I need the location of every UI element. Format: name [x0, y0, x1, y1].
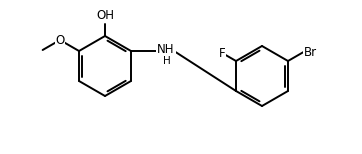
Text: OH: OH [96, 9, 114, 22]
Text: F: F [219, 47, 226, 59]
Text: NH: NH [157, 43, 175, 55]
Text: Br: Br [304, 45, 317, 59]
Text: H: H [163, 56, 171, 66]
Text: O: O [55, 34, 64, 47]
